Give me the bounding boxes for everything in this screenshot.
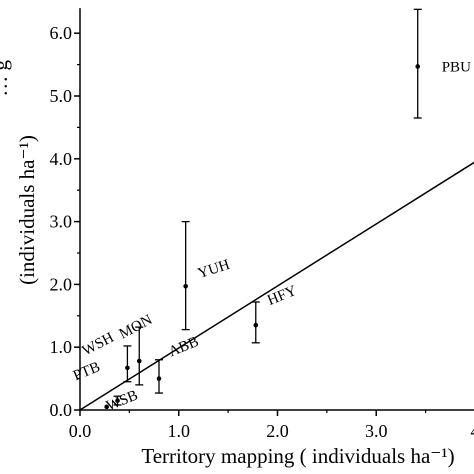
x-tick-label: 1.0 [168, 421, 191, 441]
plot-area: 0.0 1.0 2.0 3.0 4.0 5.0 6.0 0.0 1.0 2.0 3.0 4 PBU YUH… [50, 8, 474, 441]
y-axis-title: (individuals ha⁻¹) [15, 135, 39, 285]
y-tick-label: 5.0 [50, 86, 73, 106]
point-label: WSH [80, 330, 117, 360]
point-label: HFY [265, 283, 299, 309]
x-tick-label: 3.0 [365, 421, 388, 441]
y-tick-label: 2.0 [50, 274, 73, 294]
data-point [104, 404, 109, 410]
y-tick-label: 1.0 [50, 337, 73, 357]
data-point [136, 358, 142, 364]
reference-line [79, 161, 474, 411]
x-tick-label: 4 [471, 421, 474, 441]
data-point [253, 322, 259, 328]
point-label: ABB [167, 334, 202, 360]
y-axis-title-group: (individuals ha⁻¹) … g [0, 60, 39, 285]
data-point [115, 398, 120, 403]
y-tick-label: 4.0 [50, 149, 73, 169]
y-tick-label: 0.0 [50, 400, 73, 420]
x-tick-label: 2.0 [266, 421, 289, 441]
x-tick-label: 0.0 [69, 421, 92, 441]
y-tick-label: 6.0 [50, 23, 73, 43]
point-label: PTB [71, 359, 103, 384]
y-tick-label: 3.0 [50, 212, 73, 232]
data-point [415, 64, 421, 69]
point-label: PBU [442, 59, 471, 75]
y-axis-title-partial: … g [0, 60, 12, 97]
data-point [125, 365, 130, 371]
data-point [183, 283, 188, 289]
x-axis-title: Territory mapping ( individuals ha⁻¹) [141, 444, 454, 468]
point-label: MON [117, 312, 156, 343]
data-point [156, 376, 162, 381]
point-label: YUH [196, 257, 232, 282]
